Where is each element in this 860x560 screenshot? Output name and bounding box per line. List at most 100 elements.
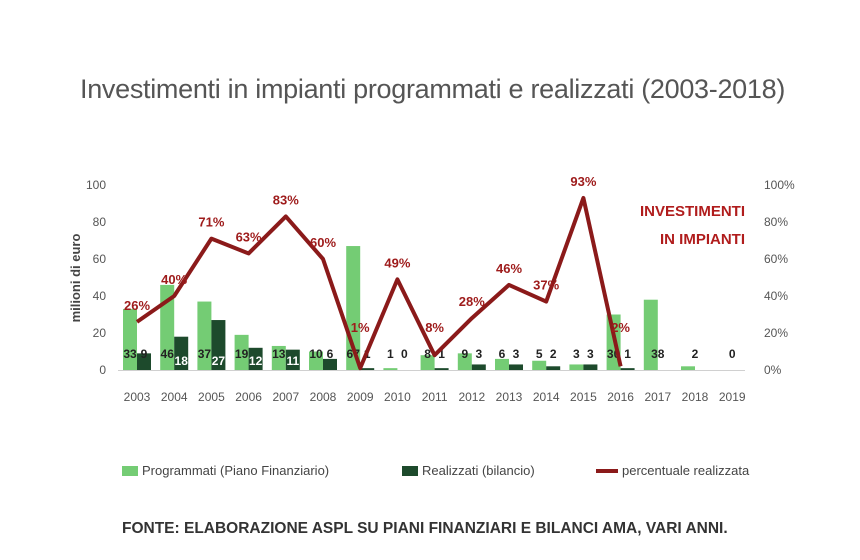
y-axis-label: milioni di euro (68, 234, 83, 323)
bar-programmati (420, 355, 435, 370)
line-label-percentuale: 60% (310, 235, 336, 250)
chart-title: Investimenti in impianti programmati e r… (80, 74, 786, 104)
bar-programmati (271, 345, 286, 370)
chart-legend: Programmati (Piano Finanziario) Realizza… (0, 463, 860, 485)
bar-label-programmati: 37 (198, 347, 212, 361)
bar-programmati (234, 334, 249, 370)
x-tick-label: 2009 (347, 390, 374, 404)
bar-realizzati (434, 368, 449, 370)
bar-programmati (383, 368, 398, 370)
bar-programmati (160, 284, 175, 370)
x-tick-label: 2016 (607, 390, 634, 404)
legend-swatch-percentuale (596, 468, 618, 473)
bar-realizzati (248, 347, 263, 370)
x-tick-label: 2014 (533, 390, 560, 404)
y-tick-label: 0 (99, 363, 106, 377)
bar-programmati (681, 366, 695, 370)
bar-label-realizzati: 11 (286, 354, 299, 368)
line-label-percentuale: 49% (384, 255, 410, 270)
bar-programmati (457, 353, 472, 370)
bar-label-programmati: 19 (235, 347, 249, 361)
bar-label-programmati: 0 (729, 347, 736, 361)
x-tick-label: 2006 (235, 390, 262, 404)
bar-realizzati (583, 364, 598, 370)
y2-tick-label: 100% (764, 178, 795, 192)
y-tick-label: 20 (93, 326, 107, 340)
bar-programmati (309, 351, 323, 370)
source-note: FONTE: ELABORAZIONE ASPL SU PIANI FINANZ… (122, 520, 728, 537)
bar-label-programmati: 33 (123, 347, 137, 361)
bar-realizzati (137, 353, 151, 370)
line-label-percentuale: 46% (496, 261, 522, 276)
bar-programmati (197, 301, 212, 370)
bar-programmati (643, 299, 658, 370)
x-tick-label: 2004 (161, 390, 188, 404)
bar-label-programmati: 8 (424, 347, 431, 361)
y-tick-label: 80 (93, 215, 107, 229)
x-tick-label: 2015 (570, 390, 597, 404)
bar-label-realizzati: 1 (438, 347, 445, 361)
bar-label-programmati: 9 (461, 347, 468, 361)
y2-tick-label: 0% (764, 363, 782, 377)
x-tick-label: 2019 (719, 390, 746, 404)
bar-realizzati (471, 364, 486, 370)
line-label-percentuale: 93% (570, 174, 596, 189)
bar-label-realizzati: 18 (175, 354, 189, 368)
bar-programmati (569, 364, 584, 370)
legend-item-realizzati: Realizzati (bilancio) (402, 463, 535, 478)
x-tick-label: 2008 (310, 390, 337, 404)
y-tick-label: 40 (93, 289, 107, 303)
bar-label-programmati: 10 (309, 347, 323, 361)
y2-tick-label: 40% (764, 289, 788, 303)
y2-tick-label: 80% (764, 215, 788, 229)
x-tick-label: 2011 (422, 390, 448, 404)
legend-label-realizzati: Realizzati (bilancio) (422, 463, 535, 478)
bar-label-realizzati: 27 (212, 354, 226, 368)
line-percentuale (135, 195, 623, 371)
y-tick-label: 60 (93, 252, 107, 266)
bar-realizzati (360, 368, 375, 370)
line-label-percentuale: 37% (533, 278, 559, 293)
y-tick-label: 100 (86, 178, 106, 192)
bar-realizzati (620, 368, 635, 370)
line-label-percentuale: 40% (161, 272, 187, 287)
x-tick-label: 2010 (384, 390, 411, 404)
bar-realizzati (509, 364, 523, 370)
bar-programmati (495, 358, 509, 370)
bar-label-programmati: 5 (536, 347, 543, 361)
bar-programmati (532, 360, 547, 370)
bar-realizzati (546, 366, 561, 370)
bar-programmati (123, 308, 137, 370)
line-label-percentuale: 63% (236, 229, 262, 244)
line-label-percentuale: 28% (459, 294, 485, 309)
line-label-percentuale: 71% (198, 215, 224, 230)
bar-realizzati (323, 358, 337, 370)
bar-label-realizzati: 12 (249, 354, 263, 368)
x-tick-label: 2017 (644, 390, 671, 404)
annotation-investimenti: IN IMPIANTI (660, 231, 745, 248)
legend-item-percentuale: percentuale realizzata (596, 463, 749, 478)
bar-label-realizzati: 3 (475, 347, 482, 361)
annotation-investimenti: INVESTIMENTI (640, 203, 745, 220)
legend-label-programmati: Programmati (Piano Finanziario) (142, 463, 330, 478)
bar-label-programmati: 46 (161, 347, 175, 361)
y2-tick-label: 60% (764, 252, 788, 266)
bar-label-realizzati: 1 (624, 347, 631, 361)
x-tick-label: 2003 (124, 390, 151, 404)
line-label-percentuale: 1% (351, 320, 370, 335)
line-label-percentuale: 26% (124, 298, 150, 313)
x-tick-label: 2012 (458, 390, 485, 404)
line-label-percentuale: 83% (273, 192, 299, 207)
bar-realizzati (211, 320, 226, 370)
y2-tick-label: 20% (764, 326, 788, 340)
bar-realizzati (285, 349, 300, 370)
line-label-percentuale: 2% (611, 320, 630, 335)
x-tick-label: 2013 (496, 390, 523, 404)
legend-item-programmati: Programmati (Piano Finanziario) (122, 463, 329, 478)
x-tick-label: 2005 (198, 390, 225, 404)
bar-label-programmati: 1 (387, 347, 394, 361)
bar-label-realizzati: 6 (327, 347, 334, 361)
bar-label-realizzati: 2 (550, 347, 557, 361)
legend-swatch-realizzati (402, 465, 418, 476)
